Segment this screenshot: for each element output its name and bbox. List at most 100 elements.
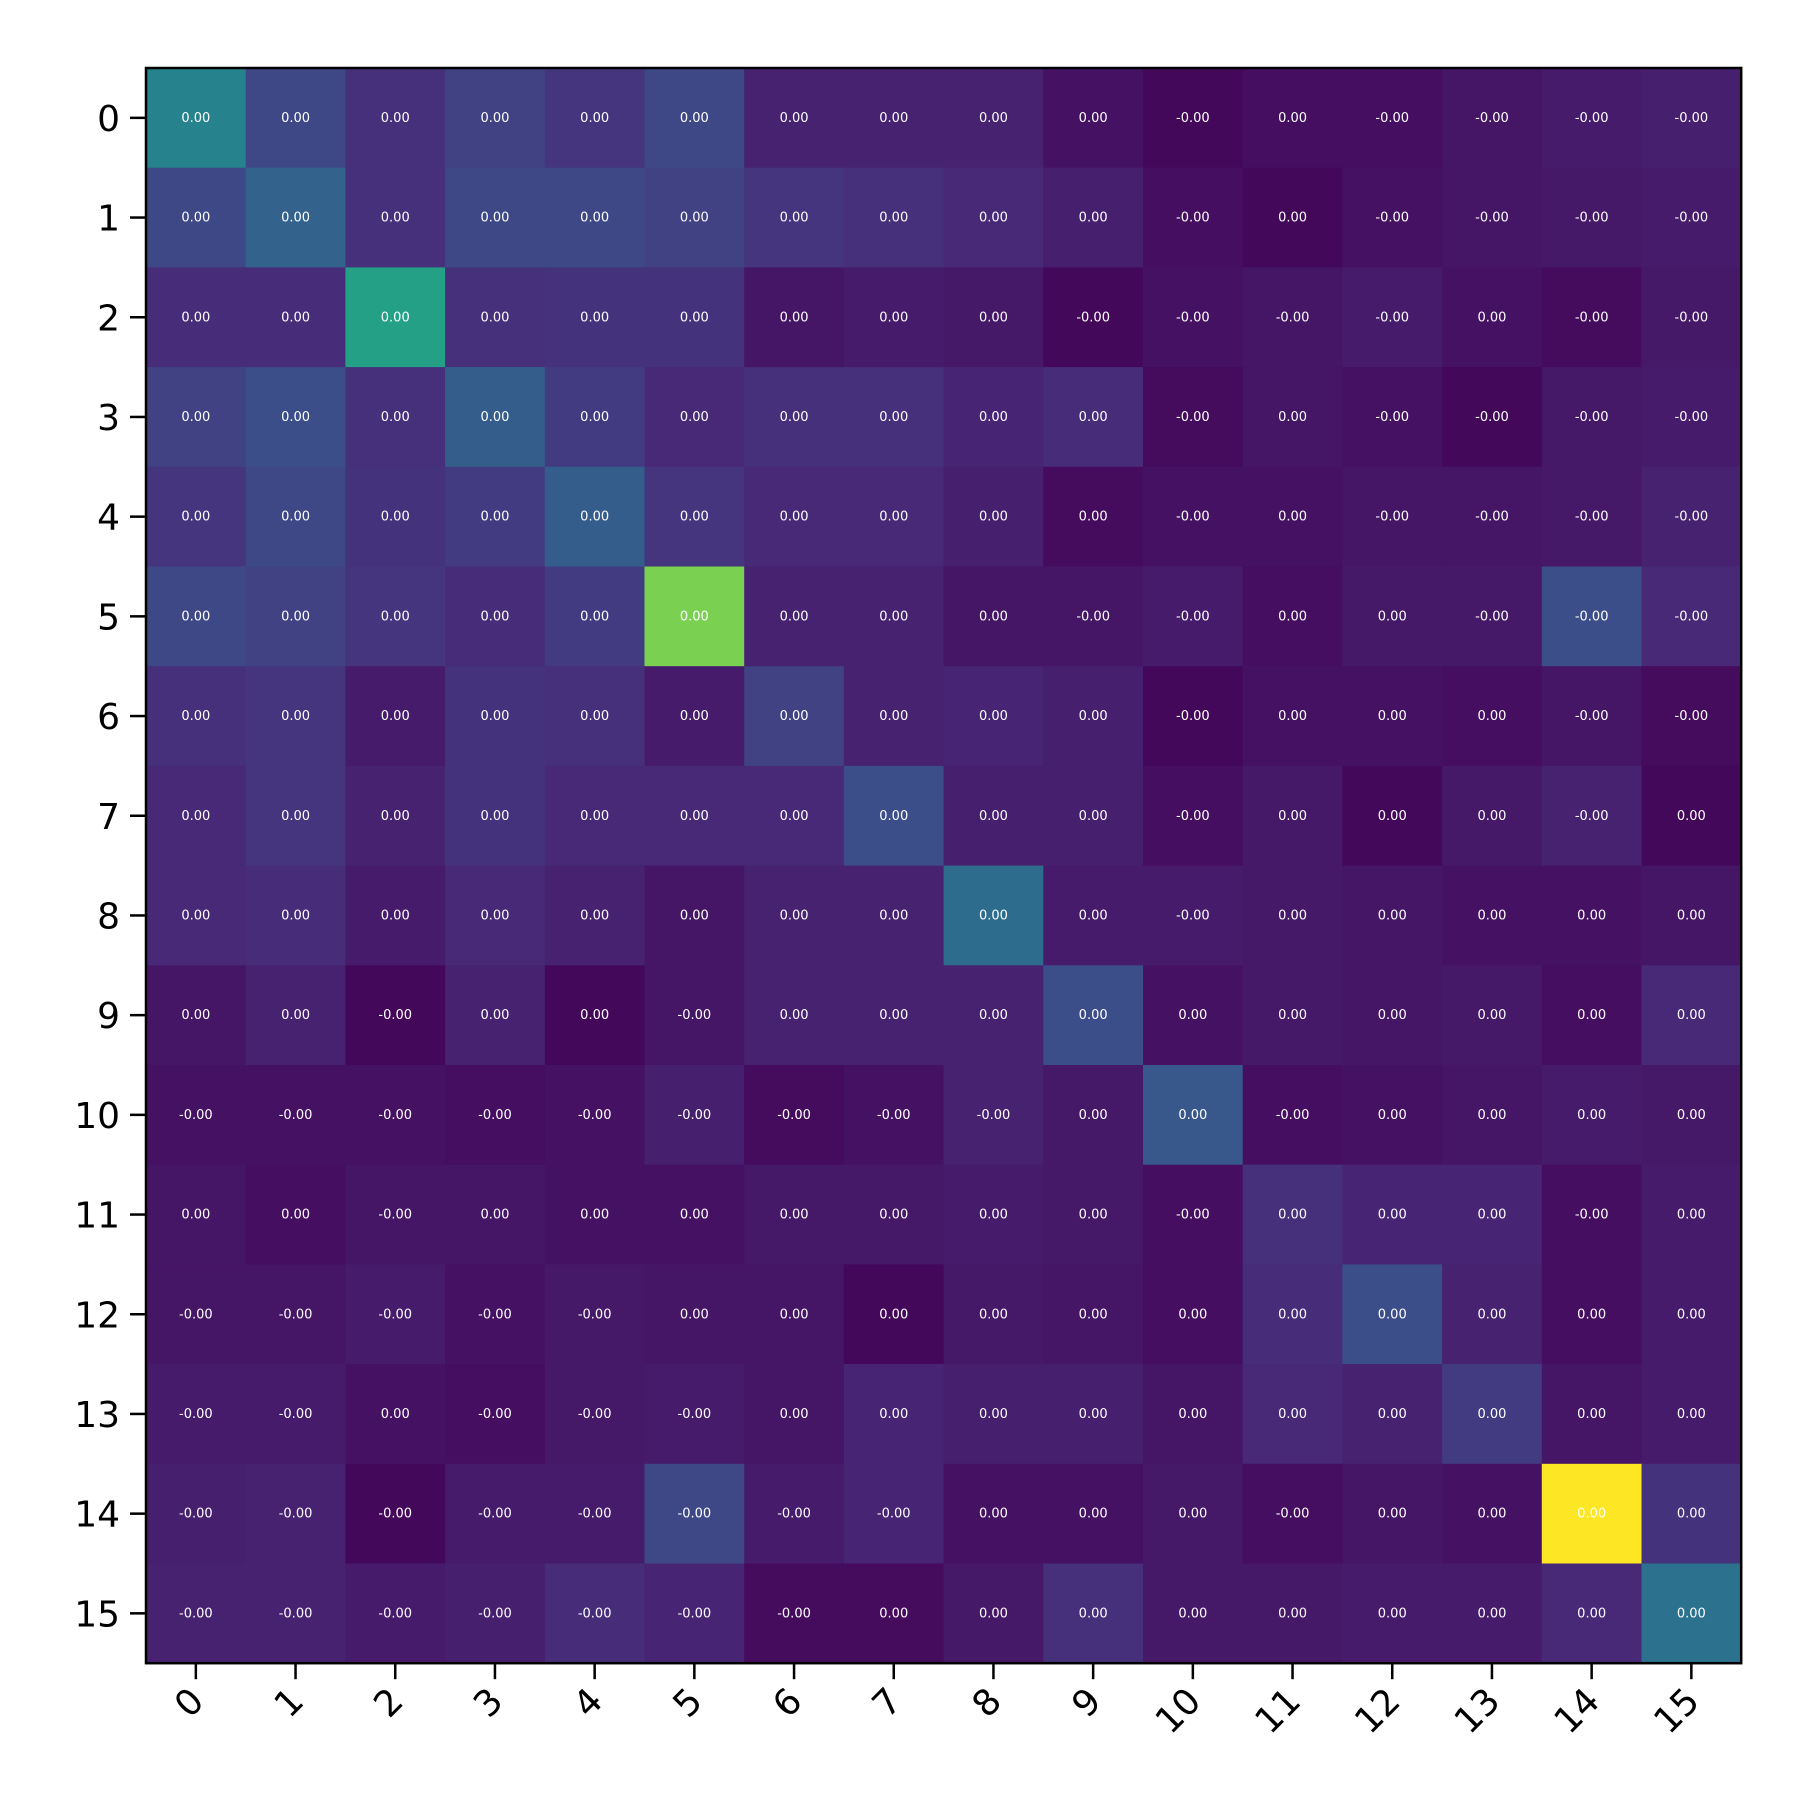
heatmap-cell-10-0 xyxy=(146,1065,247,1166)
cell-value-label-11-14: -0.00 xyxy=(1575,1208,1609,1223)
heatmap-cell-11-2 xyxy=(345,1164,446,1265)
cell-value-label-10-14: 0.00 xyxy=(1577,1108,1606,1123)
plot-frame xyxy=(144,66,1743,1665)
heatmap-cell-11-7 xyxy=(843,1164,945,1265)
cell-value-label-6-6: 0.00 xyxy=(780,709,809,724)
heatmap-cell-10-12 xyxy=(1342,1065,1443,1166)
cell-value-label-2-2: 0.00 xyxy=(381,310,410,325)
heatmap-cell-11-8 xyxy=(943,1164,1044,1265)
cell-value-label-14-15: 0.00 xyxy=(1677,1507,1706,1522)
cell-value-label-13-8: 0.00 xyxy=(979,1407,1008,1422)
heatmap-cell-0-14 xyxy=(1541,68,1643,169)
heatmap-cell-1-14 xyxy=(1541,167,1643,268)
heatmap-cell-3-5 xyxy=(644,367,745,468)
cell-value-label-11-11: 0.00 xyxy=(1278,1208,1307,1223)
x-tick-label-7: 7 xyxy=(865,1681,910,1726)
cell-value-label-14-13: 0.00 xyxy=(1477,1507,1506,1522)
cell-value-label-11-2: -0.00 xyxy=(378,1208,412,1223)
heatmap-cell-9-3 xyxy=(445,965,546,1066)
cell-value-label-14-9: 0.00 xyxy=(1079,1507,1108,1522)
cell-value-label-4-8: 0.00 xyxy=(979,510,1008,525)
heatmap-cell-1-8 xyxy=(943,167,1044,268)
heatmap-cell-9-14 xyxy=(1541,965,1643,1066)
cell-value-label-11-12: 0.00 xyxy=(1378,1208,1407,1223)
cell-value-label-1-10: -0.00 xyxy=(1176,211,1210,226)
cell-value-label-3-7: 0.00 xyxy=(879,410,908,425)
cell-value-label-7-11: 0.00 xyxy=(1278,809,1307,824)
heatmap-cell-15-7 xyxy=(843,1563,945,1664)
heatmap-cell-0-11 xyxy=(1242,68,1343,169)
heatmap-cell-13-11 xyxy=(1242,1364,1343,1465)
cell-value-label-13-10: 0.00 xyxy=(1178,1407,1207,1422)
heatmap-cell-4-13 xyxy=(1442,466,1543,568)
heatmap-cell-8-7 xyxy=(843,865,945,966)
cell-value-label-15-9: 0.00 xyxy=(1079,1606,1108,1621)
cell-value-label-3-11: 0.00 xyxy=(1278,410,1307,425)
cell-value-label-13-1: -0.00 xyxy=(279,1407,313,1422)
heatmap-cell-14-8 xyxy=(943,1463,1044,1565)
heatmap-cell-9-9 xyxy=(1043,965,1144,1066)
heatmap-cell-11-4 xyxy=(544,1164,646,1265)
heatmap-cell-5-3 xyxy=(445,566,546,667)
cell-value-label-11-3: 0.00 xyxy=(480,1208,509,1223)
heatmap-cell-15-9 xyxy=(1043,1563,1144,1664)
cell-value-label-10-5: -0.00 xyxy=(678,1108,712,1123)
cell-value-label-7-15: 0.00 xyxy=(1677,809,1706,824)
heatmap-cell-15-10 xyxy=(1143,1563,1244,1664)
heatmap-cell-7-7 xyxy=(843,765,945,867)
cell-value-label-11-9: 0.00 xyxy=(1079,1208,1108,1223)
cell-value-label-12-5: 0.00 xyxy=(680,1307,709,1322)
cell-value-label-15-5: -0.00 xyxy=(678,1606,712,1621)
heatmap-cell-3-12 xyxy=(1342,367,1443,468)
heatmap-cell-15-0 xyxy=(146,1563,247,1664)
heatmap-cell-6-14 xyxy=(1541,666,1643,767)
cell-value-label-6-5: 0.00 xyxy=(680,709,709,724)
heatmap-cell-13-2 xyxy=(345,1364,446,1465)
heatmap-cell-7-10 xyxy=(1143,765,1244,867)
heatmap-cell-5-2 xyxy=(345,566,446,667)
heatmap-cell-9-0 xyxy=(146,965,247,1066)
heatmap-cell-13-5 xyxy=(644,1364,745,1465)
heatmap-cell-8-6 xyxy=(744,865,845,966)
heatmap-cell-10-2 xyxy=(345,1065,446,1166)
cell-value-label-9-1: 0.00 xyxy=(281,1008,310,1023)
heatmap-cell-4-0 xyxy=(146,466,247,568)
heatmap-cell-1-5 xyxy=(644,167,745,268)
cell-value-label-1-3: 0.00 xyxy=(480,211,509,226)
cell-value-label-2-4: 0.00 xyxy=(580,310,609,325)
heatmap-cell-4-7 xyxy=(843,466,945,568)
cell-value-label-15-11: 0.00 xyxy=(1278,1606,1307,1621)
heatmap-cell-15-2 xyxy=(345,1563,446,1664)
heatmap-cell-12-7 xyxy=(843,1264,945,1365)
cell-value-label-14-12: 0.00 xyxy=(1378,1507,1407,1522)
cell-value-label-5-8: 0.00 xyxy=(979,609,1008,624)
cell-value-label-8-0: 0.00 xyxy=(181,908,210,923)
cell-value-label-9-15: 0.00 xyxy=(1677,1008,1706,1023)
x-axis: 0 1 2 3 4 5 6 7 8 9 10 11 12 13 14 15 xyxy=(167,1663,1708,1742)
cell-value-label-12-4: -0.00 xyxy=(578,1307,612,1322)
y-tick-label-1: 1 xyxy=(97,199,120,240)
heatmap-cell-13-15 xyxy=(1641,1364,1742,1465)
heatmap-cell-6-10 xyxy=(1143,666,1244,767)
cell-value-label-12-2: -0.00 xyxy=(378,1307,412,1322)
cell-value-label-6-9: 0.00 xyxy=(1079,709,1108,724)
heatmap-cell-7-11 xyxy=(1242,765,1343,867)
heatmap-cell-2-13 xyxy=(1442,267,1543,368)
heatmap-cell-13-8 xyxy=(943,1364,1044,1465)
heatmap-cell-5-8 xyxy=(943,566,1044,667)
heatmap-cell-14-12 xyxy=(1342,1463,1443,1565)
heatmap-cell-6-7 xyxy=(843,666,945,767)
cell-value-label-3-6: 0.00 xyxy=(780,410,809,425)
heatmap-cell-9-1 xyxy=(245,965,346,1066)
cell-value-label-2-3: 0.00 xyxy=(480,310,509,325)
heatmap-cell-11-10 xyxy=(1143,1164,1244,1265)
heatmap-cell-0-0 xyxy=(146,68,247,169)
heatmap-cell-7-4 xyxy=(544,765,646,867)
heatmap-cell-7-0 xyxy=(146,765,247,867)
x-tick-label-13: 13 xyxy=(1447,1681,1508,1742)
cell-value-label-7-1: 0.00 xyxy=(281,809,310,824)
cell-value-label-1-15: -0.00 xyxy=(1675,211,1709,226)
heatmap-cell-9-12 xyxy=(1342,965,1443,1066)
heatmap-cell-0-7 xyxy=(843,68,945,169)
